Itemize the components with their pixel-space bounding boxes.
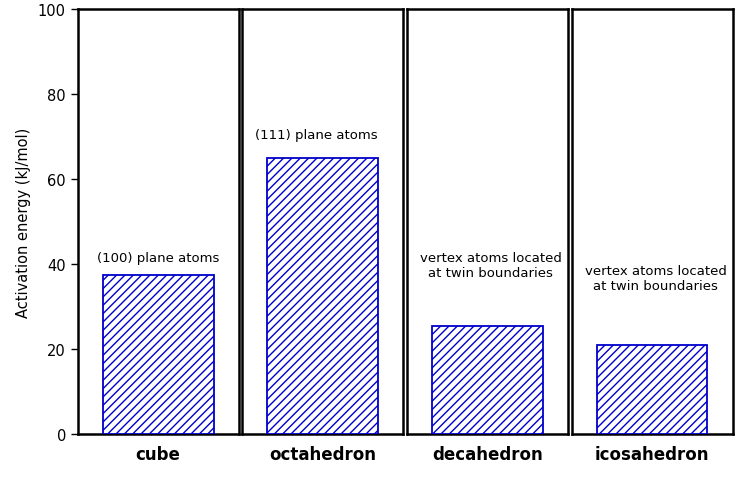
Bar [432,326,543,434]
Bar [267,158,378,434]
Text: vertex atoms located
at twin boundaries: vertex atoms located at twin boundaries [585,264,727,292]
Bar [103,275,214,434]
Text: (100) plane atoms: (100) plane atoms [97,252,219,264]
Text: vertex atoms located
at twin boundaries: vertex atoms located at twin boundaries [420,252,562,280]
Text: (111) plane atoms: (111) plane atoms [255,129,378,142]
Y-axis label: Activation energy (kJ/mol): Activation energy (kJ/mol) [16,127,31,317]
Bar [596,345,707,434]
